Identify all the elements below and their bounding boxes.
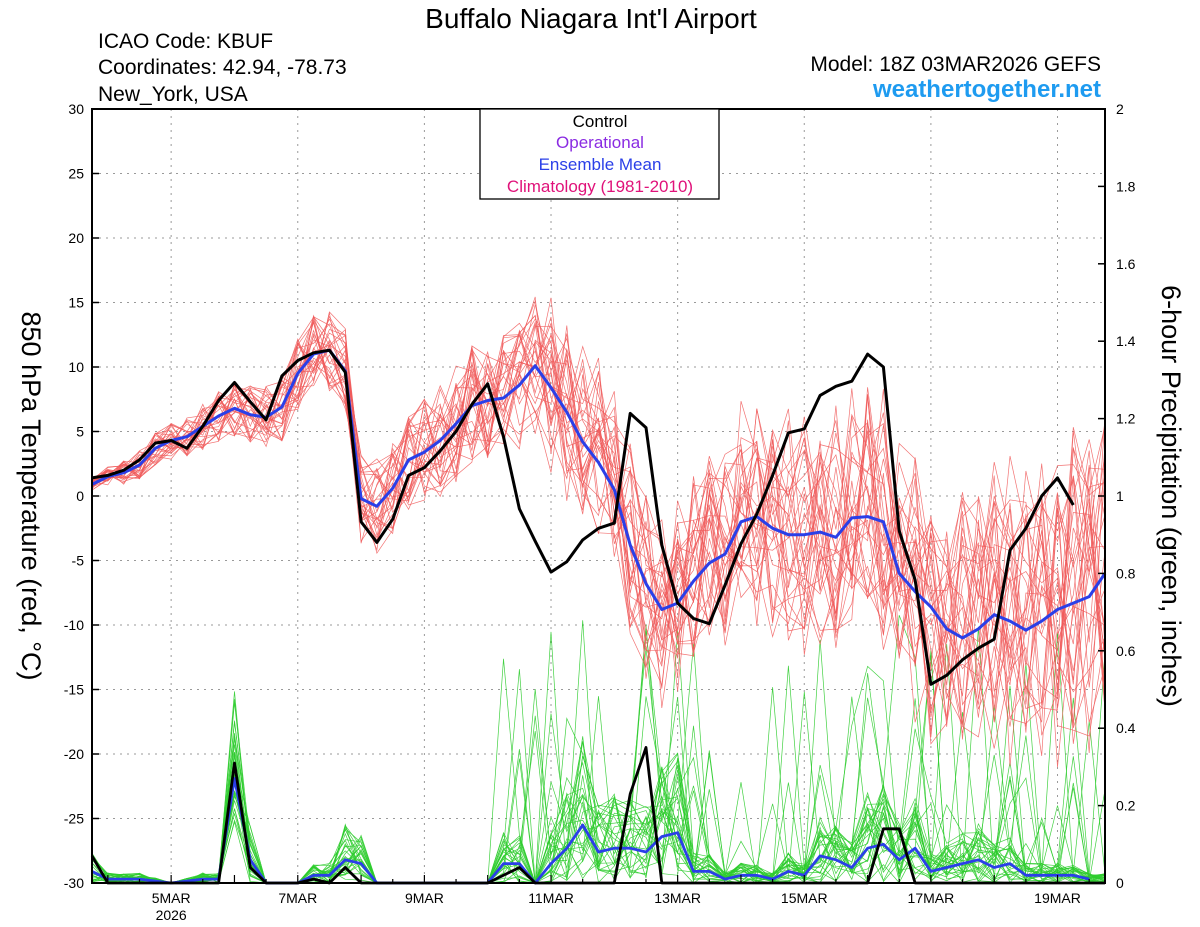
y-tick-label: -20: [64, 746, 84, 762]
y-tick-label: -15: [64, 682, 84, 698]
y-tick-label: 25: [68, 166, 84, 182]
axis-ticks: 302520151050-5-10-15-20-25-3021.81.61.41…: [64, 101, 1136, 923]
y2-tick-label: 1.2: [1116, 411, 1136, 427]
y2-tick-label: 2: [1116, 101, 1124, 117]
temp-member-line: [91, 315, 1106, 768]
y-axis-label: 850 hPa Temperature (red, °C): [16, 312, 46, 681]
legend-operational: Operational: [556, 133, 644, 152]
x-tick-sublabel: 2026: [156, 907, 187, 923]
legend-climatology: Climatology (1981-2010): [507, 177, 693, 196]
y2-tick-label: 1.4: [1116, 333, 1136, 349]
x-tick-label: 15MAR: [781, 890, 828, 906]
y-tick-label: -5: [72, 553, 85, 569]
legend: Control Operational Ensemble Mean Climat…: [479, 108, 720, 200]
temp-member-line: [91, 321, 1106, 723]
y-tick-label: 5: [76, 424, 84, 440]
temp-member-line: [91, 299, 1106, 738]
precip-member-line: [91, 717, 1106, 884]
location: New_York, USA: [98, 83, 248, 106]
x-tick-label: 13MAR: [654, 890, 701, 906]
temp-member-line: [91, 328, 1106, 740]
control-temp-line: [91, 348, 1075, 686]
model-run: Model: 18Z 03MAR2026 GEFS: [810, 53, 1101, 76]
legend-box: [479, 108, 720, 200]
x-tick-label: 9MAR: [405, 890, 444, 906]
y2-tick-label: 1: [1116, 488, 1124, 504]
y2-tick-label: 0.6: [1116, 643, 1136, 659]
y2-tick-label: 1.8: [1116, 178, 1136, 194]
temp-member-line: [91, 334, 1106, 727]
legend-control: Control: [573, 112, 628, 131]
legend-ensemble-mean: Ensemble Mean: [539, 155, 662, 174]
temp-member-line: [91, 304, 1106, 745]
x-tick-label: 19MAR: [1034, 890, 1081, 906]
precip-member-line: [91, 615, 1106, 884]
y-tick-label: -10: [64, 617, 84, 633]
coordinates: Coordinates: 42.94, -78.73: [98, 56, 347, 79]
y2-tick-label: 1.6: [1116, 256, 1136, 272]
temp-member-line: [91, 324, 1106, 680]
y2-axis-label: 6-hour Precipitation (green, inches): [1156, 285, 1186, 707]
y-tick-label: 30: [68, 101, 84, 117]
y-tick-label: 15: [68, 295, 84, 311]
temp-member-line: [91, 328, 1106, 718]
precip-member-line: [91, 665, 1106, 884]
y2-tick-label: 0.8: [1116, 565, 1136, 581]
x-tick-label: 11MAR: [528, 890, 574, 906]
x-tick-label: 17MAR: [908, 890, 955, 906]
y2-tick-label: 0.4: [1116, 720, 1136, 736]
y-tick-label: 10: [68, 359, 84, 375]
site-brand: weathertogether.net: [872, 76, 1101, 103]
temp-member-line: [91, 316, 1106, 718]
temp-member-line: [91, 341, 1106, 733]
y2-tick-label: 0.2: [1116, 798, 1136, 814]
y-tick-label: 20: [68, 230, 84, 246]
temp-member-line: [91, 312, 1106, 754]
y-tick-label: -30: [64, 875, 84, 891]
icao-code: ICAO Code: KBUF: [98, 30, 273, 53]
y2-tick-label: 0: [1116, 875, 1124, 891]
y-tick-label: -25: [64, 811, 84, 827]
y-tick-label: 0: [76, 488, 84, 504]
x-tick-label: 7MAR: [278, 890, 317, 906]
mean-temp-line: [91, 348, 1107, 640]
x-tick-label: 5MAR: [152, 890, 191, 906]
temp-member-line: [91, 339, 1106, 734]
precip-member-line: [91, 735, 1106, 885]
chart-title: Buffalo Niagara Int'l Airport: [425, 3, 757, 34]
